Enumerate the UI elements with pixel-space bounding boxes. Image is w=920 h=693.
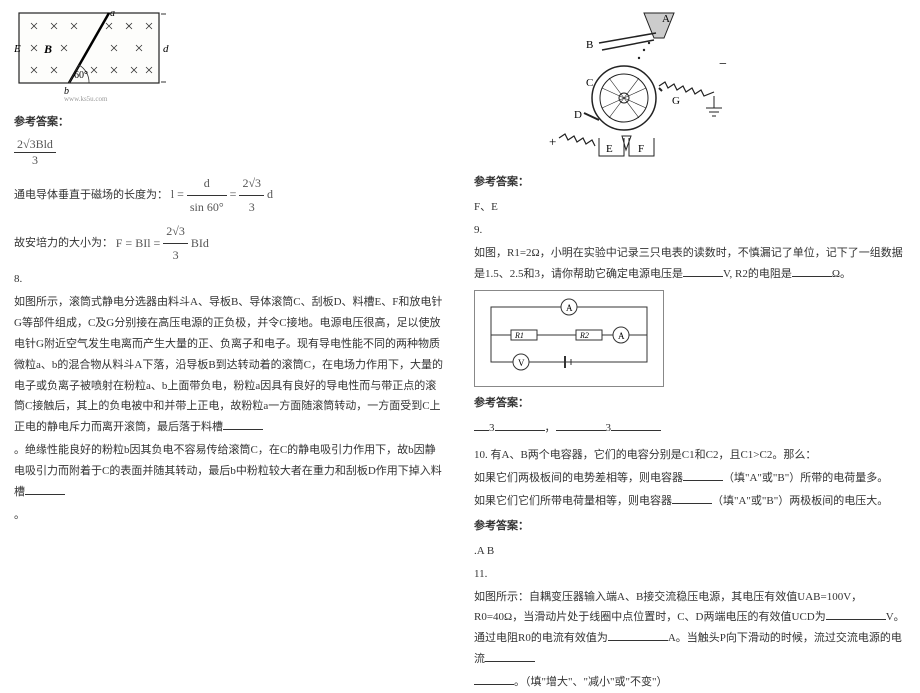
svg-text:a: a bbox=[110, 8, 115, 19]
answer-label-4: 参考答案： bbox=[474, 516, 906, 537]
q9-number: 9. bbox=[474, 220, 906, 241]
blank-q11-3 bbox=[485, 651, 535, 662]
blank-q10-2 bbox=[672, 493, 712, 504]
blank-q8-1 bbox=[223, 419, 263, 430]
q9-text: 如图，R1=2Ω，小明在实验中记录三只电表的读数时，不慎漏记了单位，记下了一组数… bbox=[474, 243, 906, 285]
svg-text:V: V bbox=[518, 358, 525, 368]
svg-text:www.ks5u.com: www.ks5u.com bbox=[64, 95, 108, 103]
blank-q9-2 bbox=[792, 266, 832, 277]
blank-q9-1 bbox=[683, 266, 723, 277]
answer-label-1: 参考答案： bbox=[14, 112, 446, 133]
svg-text:G: G bbox=[672, 95, 680, 107]
svg-text:A: A bbox=[566, 303, 573, 313]
answer-10: .A B bbox=[474, 541, 906, 562]
formula-1: 2√3Bld3 bbox=[14, 137, 446, 168]
svg-text:F: F bbox=[638, 143, 644, 155]
answer-9: 3，3 bbox=[474, 418, 906, 439]
diagram-electrostatic-sorter: − + A B C D bbox=[474, 8, 906, 166]
q11-number: 11. bbox=[474, 564, 906, 585]
svg-text:+: + bbox=[549, 134, 556, 149]
svg-text:C: C bbox=[586, 77, 593, 89]
svg-text:d: d bbox=[163, 43, 169, 55]
blank-q11-1 bbox=[826, 609, 886, 620]
magnetic-field-svg: E B 60° a b d www.ks5u.com bbox=[14, 8, 174, 103]
q8-number: 8. bbox=[14, 269, 446, 290]
q11-text-tail: 。（填"增大"、"减小"或"不变"） bbox=[474, 672, 906, 693]
q10-number: 10. 有A、B两个电容器，它们的电容分别是C1和C2，且C1>C2。那么： bbox=[474, 445, 906, 466]
answer-label-2: 参考答案： bbox=[474, 172, 906, 193]
right-column: − + A B C D bbox=[460, 0, 920, 651]
svg-text:−: − bbox=[719, 57, 727, 72]
svg-text:E: E bbox=[14, 43, 21, 55]
svg-text:B: B bbox=[586, 39, 593, 51]
svg-text:A: A bbox=[618, 331, 625, 341]
svg-text:D: D bbox=[574, 109, 582, 121]
diagram-magnetic-field: E B 60° a b d www.ks5u.com bbox=[14, 8, 446, 106]
blank-q11-2 bbox=[608, 630, 668, 641]
q10-line2: 如果它们两极板间的电势差相等，则电容器（填"A"或"B"）所带的电荷量多。 bbox=[474, 468, 906, 489]
blank-q8-2 bbox=[25, 484, 65, 495]
q8-text-1: 如图所示，滚筒式静电分选器由料斗A、导板B、导体滚筒C、刮板D、料槽E、F和放电… bbox=[14, 292, 446, 438]
electrostatic-sorter-svg: − + A B C D bbox=[514, 8, 744, 163]
q8-text-3: 。 bbox=[14, 505, 446, 526]
line-ampere-force: 故安培力的大小为： F = BIl = 2√33 BId bbox=[14, 220, 446, 267]
svg-text:A: A bbox=[662, 13, 670, 25]
svg-text:R1: R1 bbox=[514, 331, 524, 340]
line-conductor-length: 通电导体垂直于磁场的长度为： l = dsin 60° = 2√33 d bbox=[14, 172, 446, 219]
svg-text:60°: 60° bbox=[74, 70, 88, 81]
svg-text:B: B bbox=[43, 42, 52, 56]
svg-text:E: E bbox=[606, 143, 613, 155]
blank-q10-1 bbox=[683, 470, 723, 481]
answer-label-3: 参考答案： bbox=[474, 393, 906, 414]
q10-line3: 如果它们它们所带电荷量相等，则电容器（填"A"或"B"）两极板间的电压大。 bbox=[474, 491, 906, 512]
q8-text-2: 。绝缘性能良好的粉粒b因其负电不容易传给滚筒C，在C的静电吸引力作用下，故b因静… bbox=[14, 440, 446, 503]
circuit-diagram: A R1 R2 A V bbox=[474, 290, 664, 387]
left-column: E B 60° a b d www.ks5u.com 参考答案： 2√3Bld3… bbox=[0, 0, 460, 651]
svg-text:R2: R2 bbox=[579, 331, 589, 340]
circuit-svg: A R1 R2 A V bbox=[481, 297, 657, 377]
q11-text: 如图所示：自耦变压器输入端A、B接交流稳压电源，其电压有效值UAB=100V，R… bbox=[474, 587, 906, 671]
answer-8: F、E bbox=[474, 197, 906, 218]
